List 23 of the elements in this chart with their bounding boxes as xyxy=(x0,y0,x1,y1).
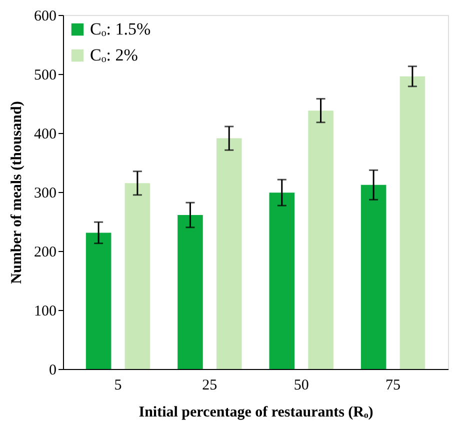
x-tick-label: 25 xyxy=(202,378,218,394)
y-tick-label: 100 xyxy=(34,304,56,320)
bar xyxy=(308,110,334,369)
y-tick-label: 200 xyxy=(34,244,56,260)
legend-label: Cₒ: 2% xyxy=(90,46,138,64)
bar xyxy=(216,138,242,369)
bar xyxy=(269,192,295,369)
y-tick-label: 300 xyxy=(34,186,56,202)
bar xyxy=(124,183,150,369)
bar xyxy=(86,232,112,369)
bar xyxy=(360,184,386,369)
legend-label: Cₒ: 1.5% xyxy=(90,20,151,38)
x-axis-title: Initial percentage of restaurants (Rₒ) xyxy=(138,404,374,420)
y-tick-label: 600 xyxy=(34,8,56,24)
x-tick-label: 75 xyxy=(386,378,400,394)
bar xyxy=(400,76,426,369)
y-tick-label: 500 xyxy=(34,68,56,84)
y-tick-label: 400 xyxy=(34,126,56,142)
y-tick-label: 0 xyxy=(49,362,56,378)
x-tick-label: 5 xyxy=(114,378,122,394)
y-axis-title: Number of meals (thousand) xyxy=(9,101,25,284)
x-tick-label: 50 xyxy=(294,378,309,394)
bar xyxy=(178,215,203,369)
